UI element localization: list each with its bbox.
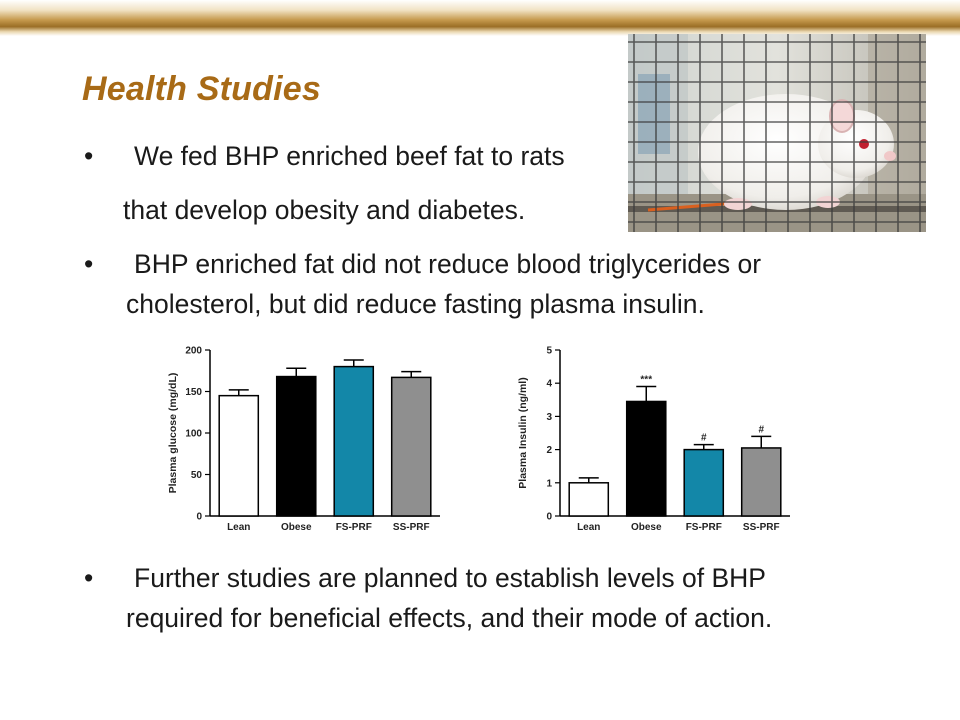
bar-fs-prf xyxy=(683,448,725,517)
bullet-1-line-1: We fed BHP enriched beef fat to rats xyxy=(134,141,565,171)
x-tick-label: FS-PRF xyxy=(336,522,372,533)
bullet-1-continuation: that develop obesity and diabetes. xyxy=(84,190,525,230)
bullet-1-line-2: that develop obesity and diabetes. xyxy=(123,195,526,225)
x-tick-label: SS-PRF xyxy=(743,522,780,533)
x-tick-label: FS-PRF xyxy=(686,522,722,533)
bullet-2-line-1: BHP enriched fat did not reduce blood tr… xyxy=(134,249,762,279)
insulin-chart-svg: 0 1 2 3 4 5 Plasma Insulin (ng/ml) Lean *** Obese… xyxy=(517,346,790,533)
slide-title: Health Studies xyxy=(82,70,321,108)
bar-lean xyxy=(218,394,260,517)
y-tick-label: 3 xyxy=(546,412,552,423)
bullet-marker: • xyxy=(84,563,94,593)
x-tick-label: Lean xyxy=(577,522,600,533)
bullet-marker: • xyxy=(84,249,94,279)
bullet-1: • We fed BHP enriched beef fat to rats xyxy=(84,136,565,176)
bar-ss-prf xyxy=(740,447,782,517)
significance-label: # xyxy=(701,433,707,444)
bullet-2: • BHP enriched fat did not reduce blood … xyxy=(84,244,884,324)
y-axis-label: Plasma Insulin (ng/ml) xyxy=(517,377,529,488)
x-tick-label: SS-PRF xyxy=(393,522,430,533)
significance-label: # xyxy=(758,424,764,435)
y-tick-label: 2 xyxy=(546,445,552,456)
y-tick-label: 50 xyxy=(191,470,203,481)
glucose-chart: 0 50 100 150 200 Plasma glucose (mg/dL) Lean Ob… xyxy=(150,338,450,543)
bullet-3: • Further studies are planned to establi… xyxy=(84,558,924,638)
bar-obese xyxy=(275,375,317,517)
glucose-chart-svg: 0 50 100 150 200 Plasma glucose (mg/dL) Lean Ob… xyxy=(167,346,440,533)
bar-fs-prf xyxy=(333,365,375,517)
y-tick-label: 150 xyxy=(185,387,202,398)
bullet-marker: • xyxy=(84,141,94,171)
bullet-3-line-2: required for beneficial effects, and the… xyxy=(126,603,773,633)
bar-obese xyxy=(625,400,667,517)
y-tick-label: 5 xyxy=(546,346,552,357)
x-tick-label: Obese xyxy=(631,522,662,533)
y-tick-label: 200 xyxy=(185,346,202,357)
y-tick-label: 100 xyxy=(185,429,202,440)
rat-photo xyxy=(628,34,926,232)
y-tick-label: 4 xyxy=(546,379,552,390)
bar-ss-prf xyxy=(390,376,432,517)
x-tick-label: Obese xyxy=(281,522,312,533)
bullet-3-line-1: Further studies are planned to establish… xyxy=(134,563,766,593)
top-decorative-bar xyxy=(0,0,960,36)
y-tick-label: 1 xyxy=(546,478,552,489)
bar-lean xyxy=(568,482,610,517)
significance-label: *** xyxy=(640,375,652,386)
bullet-2-line-2: cholesterol, but did reduce fasting plas… xyxy=(126,289,705,319)
y-tick-label: 0 xyxy=(546,512,552,523)
x-tick-label: Lean xyxy=(227,522,250,533)
y-axis-label: Plasma glucose (mg/dL) xyxy=(167,373,179,494)
insulin-chart: 0 1 2 3 4 5 Plasma Insulin (ng/ml) Lean *** Obese… xyxy=(500,338,800,543)
y-tick-label: 0 xyxy=(196,512,202,523)
